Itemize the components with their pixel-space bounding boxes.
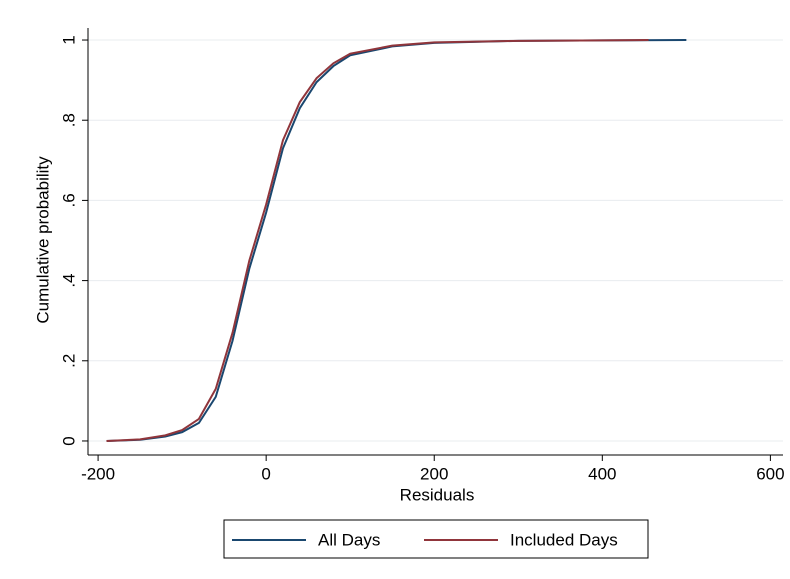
- x-axis-title: Residuals: [400, 485, 475, 504]
- x-tick-label: 200: [420, 464, 448, 483]
- series-line: [106, 39, 649, 442]
- legend-label: Included Days: [510, 530, 618, 549]
- legend-label: All Days: [318, 530, 380, 549]
- x-tick-label: 0: [261, 464, 270, 483]
- series-line: [106, 39, 687, 442]
- y-axis-title: Cumulative probability: [33, 156, 52, 324]
- x-tick-label: -200: [81, 464, 115, 483]
- y-tick-label: .2: [59, 354, 78, 368]
- y-tick-label: 0: [59, 436, 78, 445]
- y-tick-label: .8: [59, 113, 78, 127]
- y-tick-label: .4: [59, 273, 78, 287]
- y-tick-label: 1: [59, 35, 78, 44]
- x-tick-label: 400: [588, 464, 616, 483]
- x-tick-label: 600: [756, 464, 784, 483]
- y-tick-label: .6: [59, 193, 78, 207]
